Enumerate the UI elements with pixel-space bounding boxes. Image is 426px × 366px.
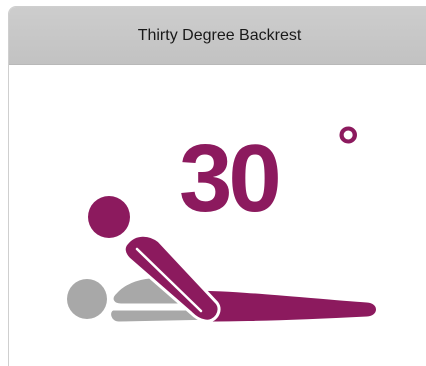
- patient-head-icon: [88, 196, 130, 238]
- patient-arm-line: [135, 247, 203, 313]
- pillow-head-icon: [67, 279, 107, 319]
- angle-unit: °: [337, 114, 359, 177]
- backrest-illustration: 30 °: [67, 114, 379, 325]
- card-title: Thirty Degree Backrest: [137, 26, 302, 44]
- patient-legs-icon: [184, 287, 379, 325]
- backrest-card: Thirty Degree Backrest 30 °: [8, 6, 426, 366]
- card-header: Thirty Degree Backrest: [9, 7, 426, 65]
- patient-torso-icon: [122, 233, 221, 323]
- angle-value: 30: [179, 125, 278, 232]
